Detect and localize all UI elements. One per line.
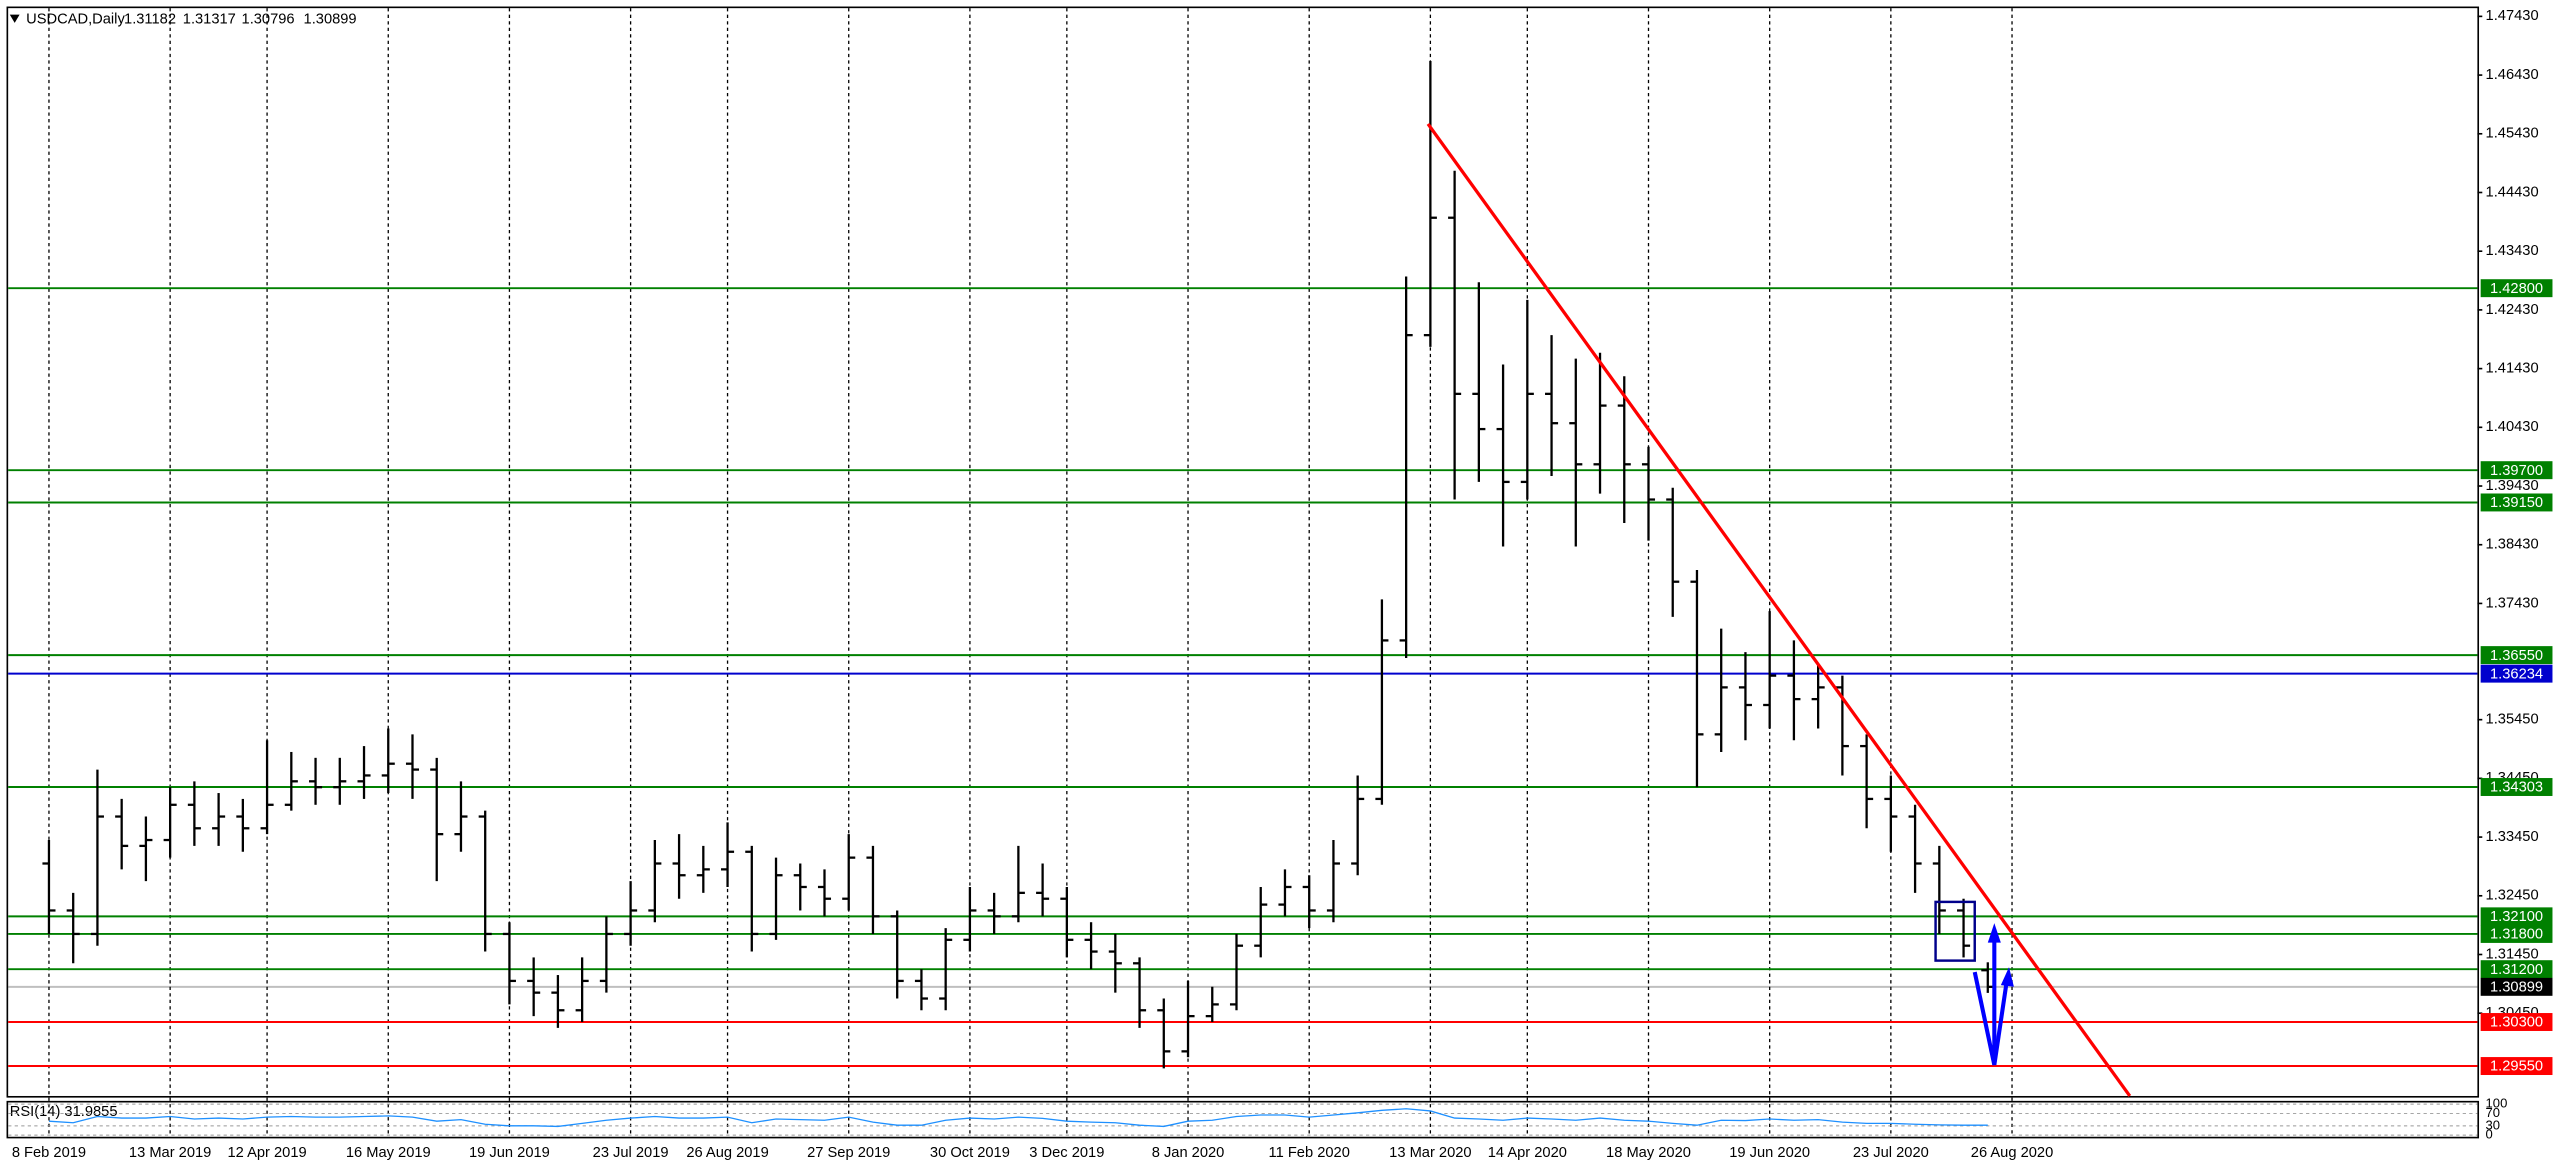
level-label: 1.32100 [2490,909,2543,925]
arrow-head [2000,967,2014,987]
quote-low: 1.30796 [242,11,295,27]
level-tag [2480,461,2553,480]
arrow-head [1987,923,2001,943]
rsi-title: RSI(14) 31.9855 [10,1104,118,1120]
y-tick-label: 1.37430 [2486,595,2539,611]
main-panel-frame [6,6,2480,1098]
y-tick-label: 1.47430 [2486,8,2539,24]
y-tick-label: 1.41430 [2486,360,2539,376]
level-tag [2480,279,2553,298]
x-tick-label: 18 May 2020 [1606,1145,1691,1161]
trend-line[interactable] [1426,122,2132,1097]
x-tick-label: 8 Feb 2019 [12,1145,86,1161]
level-label: 1.39700 [2490,463,2543,479]
x-tick-label: 19 Jun 2020 [1729,1145,1810,1161]
level-label: 1.31800 [2490,927,2543,943]
level-tag [2480,924,2553,943]
y-tick-label: 1.31450 [2486,946,2539,962]
y-tick-label: 1.40430 [2486,419,2539,435]
y-tick-label: 1.43430 [2486,243,2539,259]
x-tick-label: 13 Mar 2020 [1389,1145,1471,1161]
x-tick-label: 30 Oct 2019 [930,1145,1010,1161]
x-tick-label: 26 Aug 2019 [686,1145,768,1161]
x-tick-label: 8 Jan 2020 [1152,1145,1225,1161]
x-tick-label: 13 Mar 2019 [129,1145,211,1161]
rsi-panel-frame [6,1100,2480,1139]
quote-open: 1.31182 [124,11,176,27]
level-label: 1.29550 [2490,1059,2543,1075]
x-tick-label: 23 Jul 2019 [593,1145,669,1161]
x-tick-label: 3 Dec 2019 [1029,1145,1104,1161]
x-tick-label: 12 Apr 2019 [227,1145,306,1161]
level-tag [2480,907,2553,926]
level-tag [2480,960,2553,979]
rsi-tick-label: 100 [2486,1096,2508,1111]
level-label: 1.36234 [2490,666,2543,682]
y-tick-label: 1.33450 [2486,829,2539,845]
y-tick-label: 1.38430 [2486,537,2539,553]
rsi-tick-label: 0 [2486,1127,2493,1142]
symbol-title: USDCAD,Daily [26,11,125,27]
x-tick-label: 16 May 2019 [346,1145,431,1161]
level-tag [2480,493,2553,512]
y-tick-label: 1.35450 [2486,712,2539,728]
y-tick-label: 1.39430 [2486,478,2539,494]
x-tick-label: 23 Jul 2020 [1853,1145,1929,1161]
x-tick-label: 27 Sep 2019 [807,1145,890,1161]
level-label: 1.34303 [2490,780,2543,796]
level-tag [2480,646,2553,665]
level-label: 1.30300 [2490,1015,2543,1031]
y-tick-label: 1.42430 [2486,302,2539,318]
level-label: 1.42800 [2490,281,2543,297]
menu-triangle[interactable] [9,14,20,23]
level-tag [2480,1057,2553,1076]
level-label: 1.36550 [2490,648,2543,664]
level-tag [2480,977,2553,996]
level-tag [2480,778,2553,796]
y-tick-label: 1.44430 [2486,184,2539,200]
level-tag [2480,1013,2553,1031]
level-label: 1.39150 [2490,495,2543,511]
level-tag [2480,664,2553,683]
y-tick-label: 1.32450 [2486,888,2539,904]
drawn-objects [1426,122,2132,1097]
x-tick-label: 19 Jun 2019 [469,1145,550,1161]
y-tick-label: 1.46430 [2486,67,2539,83]
x-tick-label: 11 Feb 2020 [1269,1145,1350,1161]
rsi-line [48,1108,1988,1128]
quote-high: 1.31317 [183,11,236,27]
x-tick-label: 14 Apr 2020 [1488,1145,1567,1161]
projection-arrow[interactable] [1992,976,2010,1066]
rsi-tick-label: 70 [2486,1105,2501,1120]
level-label: 1.30899 [2490,980,2543,996]
level-label: 1.31200 [2490,962,2543,978]
quote-close: 1.30899 [304,11,357,27]
range-box[interactable] [1934,900,1976,962]
x-tick-label: 26 Aug 2020 [1971,1145,2053,1161]
rsi-tick-label: 30 [2486,1117,2501,1132]
y-tick-label: 1.45430 [2486,126,2539,142]
